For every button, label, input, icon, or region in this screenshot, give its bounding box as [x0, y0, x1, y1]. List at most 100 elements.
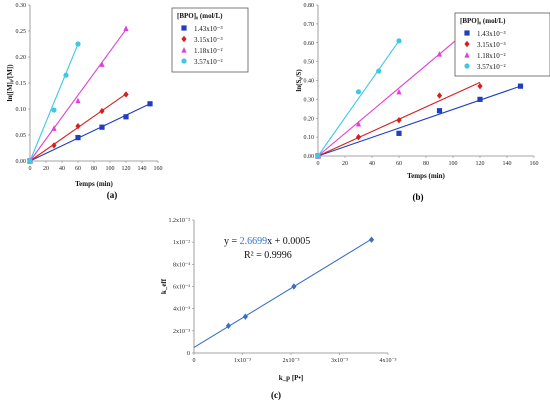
chart-panel-a: 0 20 40 60 80 100 120 140 160 0.00 0.05 0.10 0.15 0.2… [6, 3, 249, 200]
trend-line [29, 43, 79, 162]
y-tick-label: 0.10 [304, 135, 315, 141]
data-point [123, 91, 129, 98]
y-axis-label: ln([M]₀/[M]) [6, 64, 14, 102]
data-point [436, 51, 443, 57]
y-axis-label: ln(S₀/S) [295, 69, 303, 92]
legend-marker [464, 40, 470, 48]
trend-line [317, 19, 481, 157]
legend-entry-label: 1.43x10⁻³ [477, 30, 506, 38]
data-point [99, 124, 105, 130]
x-tick-label: 160 [154, 166, 163, 172]
data-point [291, 283, 297, 290]
y-tick-label: 0.40 [304, 79, 315, 85]
x-tick-label: 40 [369, 161, 375, 167]
legend-marker [464, 30, 470, 36]
data-point [477, 82, 483, 90]
x-tick-label: 80 [423, 161, 429, 167]
data-point [63, 72, 69, 78]
data-point [436, 108, 443, 114]
x-tick-label: 120 [122, 166, 131, 172]
equation-suffix: x + 0.0005 [267, 236, 310, 247]
data-point [396, 116, 402, 124]
data-point [123, 114, 129, 120]
x-tick-label: 140 [138, 166, 147, 172]
data-point [355, 133, 362, 141]
y-tick-label: 0.20 [16, 55, 27, 61]
x-tick-label: 0 [193, 358, 196, 364]
y-tick-label: 0.60 [304, 41, 315, 47]
y-tick-label: 0 [187, 351, 190, 357]
legend-title: [BPO]₀ (mol/L) [460, 17, 506, 25]
data-point [51, 142, 57, 149]
y-tick-label: 0.05 [16, 133, 27, 139]
x-axis-label: Temps (min) [407, 172, 445, 180]
data-point [51, 125, 57, 131]
legend-marker [181, 58, 187, 64]
y-axis-label: k_eff [160, 278, 168, 294]
x-axis-label: Temps (min) [75, 180, 113, 188]
legend-entry-label: 1.43x10⁻³ [194, 25, 223, 33]
chart-panel-c: 0 1x10⁻³ 2x10⁻³ 3x10⁻³ 4x10⁻³ 0 2x10⁻³ 4x10⁻³ 6x… [160, 218, 397, 400]
panel-label: (c) [271, 390, 281, 400]
legend-marker [464, 63, 470, 69]
y-tick-label: 0.20 [304, 116, 315, 122]
x-tick-label: 60 [75, 166, 81, 172]
data-point [368, 236, 375, 243]
x-tick-label: 0 [29, 166, 32, 172]
panel-label: (a) [107, 190, 118, 200]
y-tick-label: 0.15 [16, 81, 27, 87]
x-tick-label: 120 [476, 161, 485, 167]
legend-entry-label: 3.15x10⁻³ [194, 36, 223, 44]
y-tick-label: 0.10 [16, 107, 27, 113]
data-point [75, 122, 81, 130]
y-tick-label: 0.25 [16, 29, 27, 35]
x-tick-label: 0 [317, 161, 320, 167]
x-tick-label: 3x10⁻³ [331, 358, 348, 364]
y-tick-label: 0.50 [304, 60, 315, 66]
x-tick-label: 20 [342, 161, 348, 167]
trend-line [29, 29, 127, 162]
y-tick-label: 0.80 [304, 3, 315, 9]
data-point [396, 88, 402, 95]
y-tick-label: 1x10⁻² [173, 240, 190, 246]
y-tick-label: 0.70 [304, 22, 315, 28]
x-tick-label: 100 [106, 166, 115, 172]
x-tick-label: 1x10⁻³ [234, 358, 251, 364]
data-point [436, 92, 443, 99]
data-point [355, 120, 362, 127]
x-tick-label: 140 [503, 161, 512, 167]
data-point [75, 41, 81, 47]
data-point [147, 101, 153, 107]
legend-entry-label: 1.18x10⁻² [194, 47, 223, 55]
data-point [27, 158, 33, 164]
legend-marker [181, 35, 187, 43]
legend-entry-label: 1.18x10⁻² [477, 52, 506, 60]
data-point [477, 96, 483, 102]
y-tick-label: 1.2x10⁻² [169, 218, 191, 224]
y-tick-label: 0.00 [304, 154, 315, 160]
data-point [225, 322, 232, 330]
data-point [517, 83, 524, 89]
data-point [315, 153, 321, 159]
data-point [355, 89, 362, 95]
data-point [99, 61, 105, 67]
trend-line [317, 85, 521, 157]
trend-line [317, 40, 400, 157]
y-tick-label: 0.30 [304, 97, 315, 103]
x-tick-label: 2x10⁻³ [283, 358, 300, 364]
x-axis-label: k_p [P•] [279, 374, 303, 382]
data-point [75, 135, 81, 141]
legend-title: [BPO]₀ (mol/L) [177, 12, 223, 20]
legend-marker [181, 47, 187, 53]
y-tick-label: 2x10⁻³ [173, 329, 190, 335]
x-tick-label: 60 [396, 161, 402, 167]
x-tick-label: 40 [59, 166, 65, 172]
trend-line [193, 238, 372, 348]
x-tick-label: 160 [530, 161, 539, 167]
panel-label: (b) [413, 192, 424, 202]
data-point [242, 313, 249, 320]
y-tick-label: 6x10⁻³ [173, 285, 190, 291]
x-tick-label: 4x10⁻³ [380, 358, 397, 364]
x-tick-label: 80 [91, 166, 97, 172]
